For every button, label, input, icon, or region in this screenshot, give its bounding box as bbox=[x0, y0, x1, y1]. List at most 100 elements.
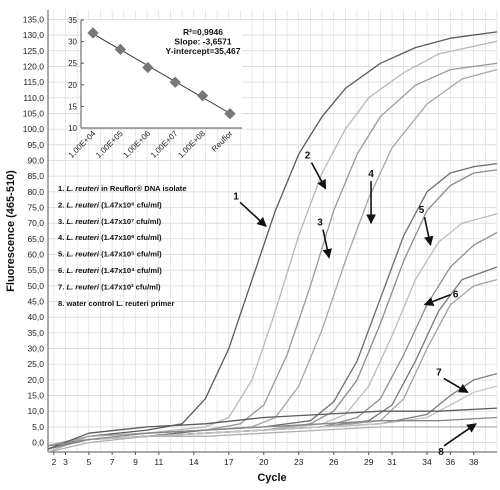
amplification-curve-15 bbox=[48, 426, 497, 452]
inset-x-tick-label: 1,00E+04 bbox=[67, 129, 98, 160]
inset-y-tick-label: 10 bbox=[68, 124, 77, 133]
callout-arrow-2 bbox=[310, 162, 327, 190]
y-tick-label: 70,0 bbox=[27, 218, 44, 228]
y-tick-label: 125,0 bbox=[23, 46, 45, 56]
curves-group bbox=[48, 31, 497, 452]
x-tick-label: 5 bbox=[86, 457, 91, 467]
amplification-curve-13 bbox=[48, 407, 497, 450]
y-tick-label: 15,0 bbox=[27, 391, 44, 401]
y-tick-label: 10,0 bbox=[27, 406, 44, 416]
callout-label-7: 7 bbox=[436, 367, 442, 378]
x-tick-label: 3 bbox=[63, 457, 68, 467]
x-tick-label: 26 bbox=[329, 457, 339, 467]
legend-species: L. reuteri bbox=[66, 233, 99, 242]
legend-number: 3. bbox=[58, 217, 66, 226]
y-tick-label: 30,0 bbox=[27, 344, 44, 354]
legend-entry-7: 7. L. reuteri (1.47x10³ cfu/ml) bbox=[58, 282, 161, 291]
y-tick-label: 130,0 bbox=[23, 30, 45, 40]
y-tick-label: 80,0 bbox=[27, 187, 44, 197]
legend-detail: (1.47x10⁸ cfu/ml) bbox=[99, 200, 162, 209]
legend: 1. L. reuteri in Reuflor® DNA isolate 2. … bbox=[58, 184, 187, 308]
y-tick-label: 110,0 bbox=[23, 93, 44, 103]
legend-species: L. reuteri bbox=[66, 282, 99, 291]
amplification-curve-14 bbox=[48, 416, 497, 447]
y-tick-label: 100,0 bbox=[23, 124, 45, 134]
legend-detail: (1.47x10⁴ cfu/ml) bbox=[99, 266, 162, 275]
inset-x-tick-label: 1,00E+08 bbox=[176, 129, 207, 160]
amplification-curve-9 bbox=[48, 266, 497, 450]
x-axis-title: Cycle bbox=[257, 472, 286, 484]
inset-stat-text: R²=0,9946 bbox=[183, 27, 223, 37]
callout-arrow-7 bbox=[443, 377, 469, 394]
legend-number: 8. bbox=[58, 299, 66, 308]
callout-label-5: 5 bbox=[419, 205, 425, 216]
y-tick-label: 40,0 bbox=[27, 312, 44, 322]
legend-species: L. reuteri bbox=[66, 250, 99, 259]
y-tick-label: 90,0 bbox=[27, 155, 44, 165]
inset-x-tick-label: 1,00E+06 bbox=[121, 129, 152, 160]
inset-y-tick-label: 30 bbox=[68, 38, 77, 47]
legend-species: L. reuteri bbox=[66, 200, 99, 209]
amplification-curve-1 bbox=[48, 31, 497, 450]
y-tick-label: 75,0 bbox=[27, 202, 44, 212]
amplification-curve-12 bbox=[48, 385, 497, 447]
y-tick-label: 85,0 bbox=[27, 171, 44, 181]
legend-species: L. reuteri bbox=[66, 184, 99, 193]
inset-data-point bbox=[114, 43, 127, 56]
y-tick-label: 45,0 bbox=[27, 297, 44, 307]
x-tick-label: 20 bbox=[259, 457, 269, 467]
x-tick-label: 2 bbox=[51, 457, 56, 467]
x-tick-label: 36 bbox=[446, 457, 456, 467]
x-tick-label: 11 bbox=[154, 457, 163, 467]
y-tick-label: 135,0 bbox=[23, 14, 45, 24]
y-tick-label: 0,0 bbox=[32, 438, 44, 448]
inset-regression-line bbox=[92, 33, 231, 114]
legend-detail: (1.47x10⁷ cfu/ml) bbox=[99, 217, 162, 226]
callout-arrow-3 bbox=[322, 229, 332, 259]
y-tick-label: 55,0 bbox=[27, 265, 44, 275]
legend-entry-8: 8. water control L. reuteri primer bbox=[58, 299, 175, 308]
y-tick-label: 50,0 bbox=[27, 281, 44, 291]
x-tick-label: 23 bbox=[294, 457, 304, 467]
amplification-curve-8 bbox=[48, 232, 497, 447]
callout-arrow-6 bbox=[423, 293, 451, 307]
legend-entry-1: 1. L. reuteri in Reuflor® DNA isolate bbox=[58, 184, 187, 193]
y-tick-label: 25,0 bbox=[27, 359, 44, 369]
y-tick-label: 60,0 bbox=[27, 250, 44, 260]
inset-x-tick-label: 1,00E+07 bbox=[149, 129, 180, 160]
callout-label-2: 2 bbox=[305, 151, 311, 162]
y-tick-label: 120,0 bbox=[23, 61, 45, 71]
legend-number: 4. bbox=[58, 233, 66, 242]
callout-label-4: 4 bbox=[368, 169, 374, 180]
x-tick-label: 34 bbox=[422, 457, 432, 467]
legend-entry-5: 5. L. reuteri (1.47x10⁵ cfu/ml) bbox=[58, 250, 162, 259]
legend-species: L. reuteri bbox=[66, 217, 99, 226]
legend-number: 2. bbox=[58, 200, 66, 209]
x-tick-label: 31 bbox=[387, 457, 397, 467]
inset-x-tick-label: 1,00E+05 bbox=[94, 129, 125, 160]
legend-detail: (1.47x10³ cfu/ml) bbox=[99, 282, 161, 291]
inset-standard-curve: 1015202530351,00E+041,00E+051,00E+061,00… bbox=[67, 16, 242, 160]
callout-arrow-1 bbox=[239, 201, 267, 227]
y-axis-title: Fluorescence (465-510) bbox=[5, 170, 17, 292]
legend-detail: in Reuflor® DNA isolate bbox=[99, 184, 187, 193]
legend-entry-6: 6. L. reuteri (1.47x10⁴ cfu/ml) bbox=[58, 266, 162, 275]
x-tick-label: 29 bbox=[364, 457, 374, 467]
legend-entry-2: 2. L. reuteri (1.47x10⁸ cfu/ml) bbox=[58, 200, 162, 209]
legend-entry-4: 4. L. reuteri (1.47x10⁶ cfu/ml) bbox=[58, 233, 162, 242]
inset-stat-text: Slope: -3,6571 bbox=[174, 37, 231, 47]
y-tick-label: 95,0 bbox=[27, 140, 44, 150]
legend-species: L. reuteri bbox=[66, 266, 99, 275]
y-tick-label: 115,0 bbox=[23, 77, 44, 87]
legend-detail: (1.47x10⁵ cfu/ml) bbox=[99, 250, 162, 259]
inset-y-tick-label: 25 bbox=[68, 59, 77, 68]
callout-label-1: 1 bbox=[233, 191, 239, 202]
callout-arrow-8 bbox=[443, 423, 477, 447]
callout-label-6: 6 bbox=[453, 290, 459, 301]
callout-label-8: 8 bbox=[438, 447, 444, 458]
inset-y-tick-label: 20 bbox=[68, 81, 77, 90]
x-tick-label: 38 bbox=[469, 457, 479, 467]
legend-number: 7. bbox=[58, 282, 66, 291]
x-tick-label: 14 bbox=[189, 457, 199, 467]
